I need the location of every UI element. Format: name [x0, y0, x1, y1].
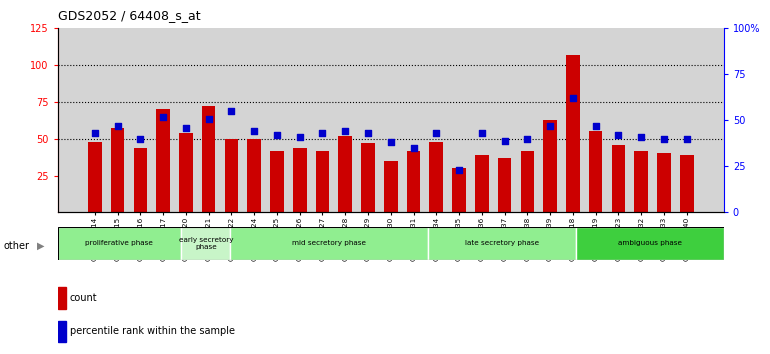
Point	[612, 132, 624, 138]
Text: ▶: ▶	[37, 241, 45, 251]
Point	[362, 130, 374, 136]
Bar	[428, 227, 576, 260]
Point	[134, 136, 146, 142]
Bar	[225, 139, 238, 212]
Bar	[88, 142, 102, 212]
Point	[89, 130, 101, 136]
Bar	[475, 155, 489, 212]
Text: count: count	[70, 293, 97, 303]
Text: percentile rank within the sample: percentile rank within the sample	[70, 326, 235, 336]
Bar	[497, 158, 511, 212]
Text: other: other	[4, 241, 30, 251]
Point	[567, 96, 579, 101]
Text: mid secretory phase: mid secretory phase	[292, 240, 366, 246]
Bar	[566, 55, 580, 212]
Bar	[589, 131, 602, 212]
Bar	[181, 227, 230, 260]
Text: GDS2052 / 64408_s_at: GDS2052 / 64408_s_at	[58, 9, 200, 22]
Bar	[230, 227, 428, 260]
Bar	[452, 168, 466, 212]
Point	[521, 136, 534, 142]
Point	[203, 116, 215, 121]
Bar	[133, 148, 147, 212]
Point	[112, 123, 124, 129]
Bar	[111, 129, 125, 212]
Point	[248, 129, 260, 134]
Bar	[680, 155, 694, 212]
Bar	[657, 154, 671, 212]
Bar	[202, 106, 216, 212]
Bar	[521, 150, 534, 212]
Point	[476, 130, 488, 136]
Text: proliferative phase: proliferative phase	[85, 240, 153, 246]
Point	[590, 123, 602, 129]
Bar	[634, 150, 648, 212]
Point	[157, 114, 169, 120]
Point	[430, 130, 443, 136]
Bar	[247, 139, 261, 212]
Point	[658, 136, 670, 142]
Point	[271, 132, 283, 138]
Bar	[544, 120, 557, 212]
Bar	[58, 287, 65, 309]
Point	[293, 134, 306, 140]
Point	[384, 139, 397, 145]
Text: ambiguous phase: ambiguous phase	[618, 240, 681, 246]
Point	[681, 136, 693, 142]
Bar	[407, 150, 420, 212]
Bar	[179, 133, 192, 212]
Point	[544, 123, 556, 129]
Bar	[270, 150, 284, 212]
Bar	[58, 227, 181, 260]
Bar	[339, 136, 352, 212]
Bar	[361, 143, 375, 212]
Point	[179, 125, 192, 131]
Point	[226, 108, 238, 114]
Point	[498, 138, 511, 143]
Bar	[316, 150, 330, 212]
Point	[635, 134, 648, 140]
Bar	[576, 227, 724, 260]
Bar	[430, 142, 443, 212]
Bar	[384, 161, 397, 212]
Point	[407, 145, 420, 151]
Point	[316, 130, 329, 136]
Point	[339, 129, 351, 134]
Bar	[58, 320, 65, 342]
Bar	[293, 148, 306, 212]
Text: early secretory
phase: early secretory phase	[179, 237, 233, 250]
Point	[453, 167, 465, 173]
Bar	[156, 109, 170, 212]
Bar	[611, 145, 625, 212]
Text: late secretory phase: late secretory phase	[465, 240, 539, 246]
